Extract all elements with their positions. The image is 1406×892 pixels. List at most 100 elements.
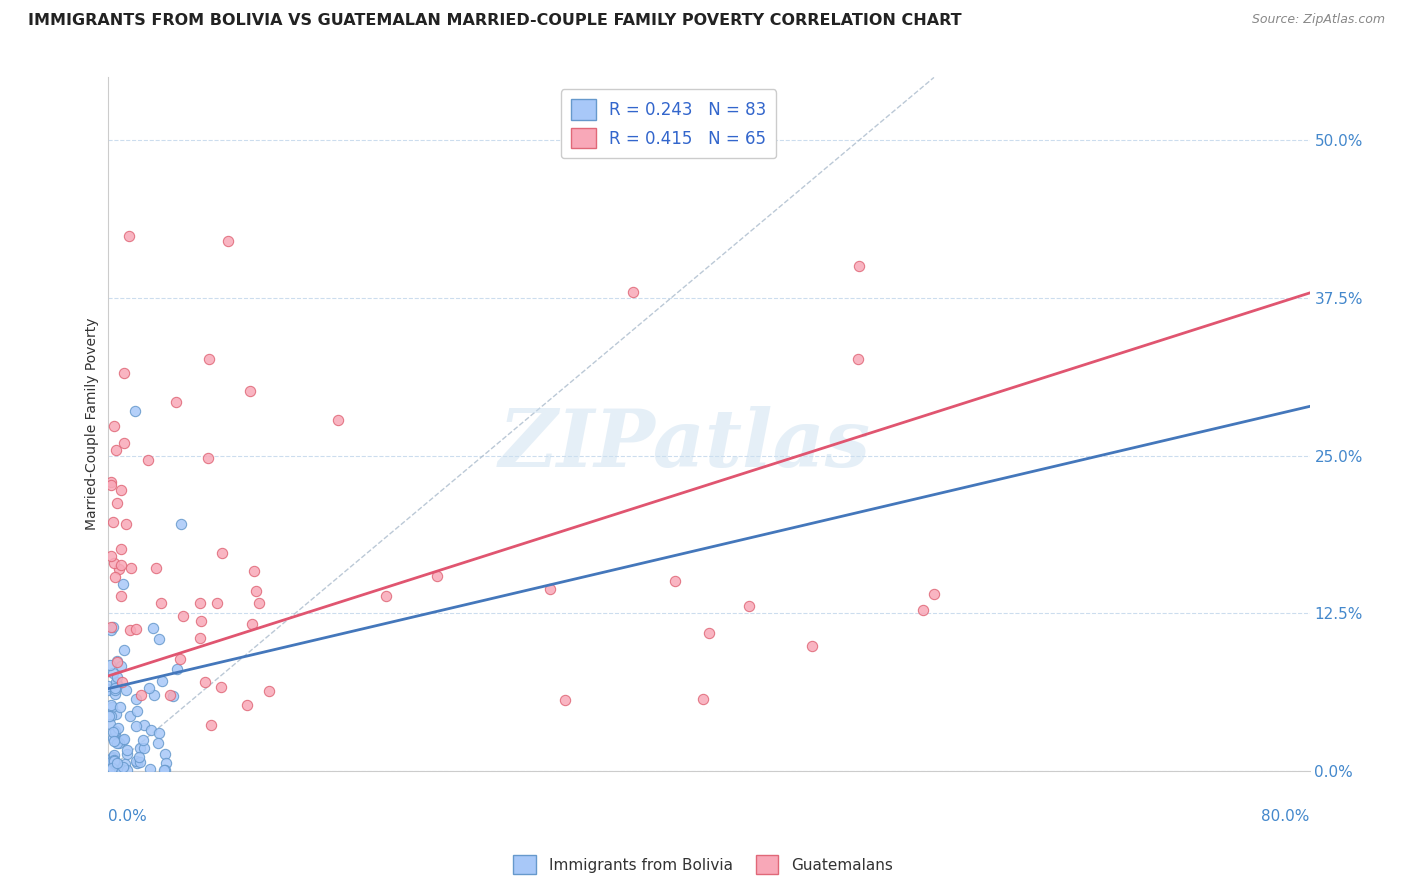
- Point: [111, 577, 134, 591]
- Point: [104, 760, 127, 774]
- Point: [115, 747, 138, 762]
- Point: [112, 366, 135, 380]
- Point: [100, 709, 122, 723]
- Point: [103, 731, 125, 746]
- Point: [326, 413, 349, 427]
- Point: [97, 679, 120, 693]
- Point: [153, 763, 176, 777]
- Point: [800, 639, 823, 653]
- Point: [103, 725, 125, 739]
- Point: [166, 662, 188, 676]
- Point: [104, 756, 127, 771]
- Point: [104, 687, 127, 701]
- Point: [170, 516, 193, 531]
- Point: [110, 542, 132, 557]
- Point: [538, 582, 561, 597]
- Point: [375, 589, 398, 603]
- Point: [100, 549, 122, 563]
- Point: [149, 596, 172, 610]
- Point: [101, 750, 124, 764]
- Point: [120, 561, 142, 575]
- Point: [110, 483, 132, 498]
- Point: [136, 453, 159, 467]
- Text: ZIPatlas: ZIPatlas: [499, 406, 870, 483]
- Point: [110, 558, 132, 572]
- Point: [100, 700, 122, 714]
- Point: [139, 762, 162, 776]
- Point: [198, 352, 221, 367]
- Text: IMMIGRANTS FROM BOLIVIA VS GUATEMALAN MARRIED-COUPLE FAMILY POVERTY CORRELATION : IMMIGRANTS FROM BOLIVIA VS GUATEMALAN MA…: [28, 13, 962, 29]
- Point: [112, 435, 135, 450]
- Point: [243, 564, 266, 578]
- Point: [100, 698, 122, 712]
- Point: [125, 622, 148, 636]
- Text: Source: ZipAtlas.com: Source: ZipAtlas.com: [1251, 13, 1385, 27]
- Point: [115, 743, 138, 757]
- Point: [162, 690, 184, 704]
- Point: [118, 623, 141, 637]
- Point: [103, 726, 125, 740]
- Point: [692, 692, 714, 706]
- Point: [153, 747, 176, 761]
- Point: [848, 260, 870, 274]
- Point: [697, 626, 720, 640]
- Point: [426, 569, 449, 583]
- Point: [188, 596, 211, 610]
- Point: [103, 556, 125, 570]
- Point: [200, 718, 222, 732]
- Point: [188, 632, 211, 646]
- Point: [110, 761, 132, 775]
- Point: [132, 717, 155, 731]
- Point: [100, 477, 122, 491]
- Point: [846, 351, 869, 366]
- Point: [100, 755, 122, 769]
- Point: [194, 675, 217, 690]
- Y-axis label: Married-Couple Family Poverty: Married-Couple Family Poverty: [86, 318, 100, 531]
- Point: [142, 621, 165, 635]
- Point: [101, 665, 124, 680]
- Point: [148, 632, 170, 646]
- Point: [103, 620, 125, 634]
- Point: [108, 699, 131, 714]
- Point: [105, 496, 128, 510]
- Point: [118, 709, 141, 723]
- Point: [623, 285, 645, 299]
- Point: [259, 684, 281, 698]
- Point: [101, 515, 124, 529]
- Point: [104, 762, 127, 776]
- Point: [103, 747, 125, 762]
- Point: [922, 587, 945, 601]
- Point: [125, 691, 148, 706]
- Point: [148, 736, 170, 750]
- Point: [148, 726, 170, 740]
- Point: [139, 723, 162, 738]
- Point: [97, 683, 120, 698]
- Point: [128, 755, 150, 769]
- Point: [554, 693, 576, 707]
- Point: [103, 753, 125, 767]
- Point: [103, 419, 125, 434]
- Point: [107, 735, 129, 749]
- Point: [128, 749, 150, 764]
- Point: [104, 674, 127, 689]
- Point: [131, 732, 153, 747]
- Point: [105, 670, 128, 684]
- Point: [98, 658, 121, 673]
- Point: [239, 384, 262, 399]
- Point: [165, 394, 187, 409]
- Point: [110, 589, 132, 603]
- Point: [112, 732, 135, 747]
- Point: [125, 755, 148, 769]
- Point: [190, 614, 212, 628]
- Point: [104, 707, 127, 722]
- Point: [114, 516, 136, 531]
- Point: [101, 751, 124, 765]
- Text: 80.0%: 80.0%: [1261, 809, 1309, 824]
- Legend: R = 0.243   N = 83, R = 0.415   N = 65: R = 0.243 N = 83, R = 0.415 N = 65: [561, 89, 776, 158]
- Point: [737, 599, 759, 613]
- Point: [112, 732, 135, 747]
- Point: [100, 620, 122, 634]
- Point: [103, 570, 125, 584]
- Point: [100, 716, 122, 731]
- Point: [153, 763, 176, 777]
